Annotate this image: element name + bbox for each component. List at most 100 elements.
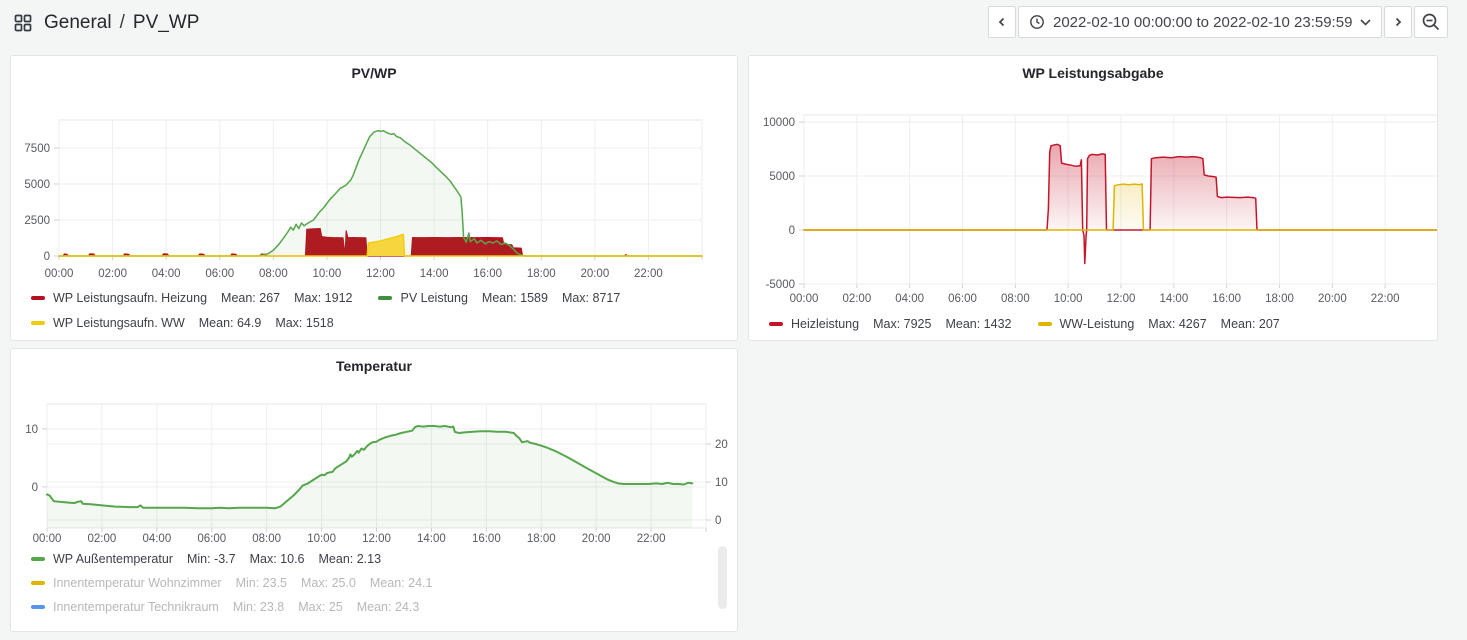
axis-tick-label: 20:00 xyxy=(1318,293,1347,305)
axis-tick-label: 22:00 xyxy=(634,268,663,280)
legend-item-pv-leistung[interactable]: PV Leistung Mean: 1589 Max: 8717 xyxy=(378,285,620,310)
legend-swatch xyxy=(31,581,45,585)
panel-pv-wp: PV/WP 00:00 02:00 04:00 06:00 08:00 10:00 12:0… xyxy=(10,55,738,341)
axis-tick-label: 0 xyxy=(789,225,795,237)
series-area-wp-leistungsaufn-ww xyxy=(59,234,702,256)
axis-tick-label: 04:00 xyxy=(152,268,181,280)
axis-tick-label: 02:00 xyxy=(842,293,871,305)
series-area-wp-au-entemperatur xyxy=(47,426,693,528)
legend-item-heizleistung[interactable]: Heizleistung Max: 7925 Mean: 1432 xyxy=(769,311,1012,336)
legend-stat: Mean: 1432 xyxy=(945,316,1012,331)
wp-leistungsabgabe-legend: Heizleistung Max: 7925 Mean: 1432 WW-Leistu… xyxy=(749,311,1433,336)
time-range-picker[interactable]: 2022-02-10 00:00:00 to 2022-02-10 23:59:… xyxy=(1018,6,1383,38)
legend-stat: Mean: 207 xyxy=(1220,316,1280,331)
axis-tick-label: 20 xyxy=(715,439,728,451)
axis-tick-label: 08:00 xyxy=(252,533,281,545)
axis-tick-label: 06:00 xyxy=(205,268,234,280)
legend-item-wp-leistungsaufn-heizung[interactable]: WP Leistungsaufn. Heizung Mean: 267 Max: 1… xyxy=(31,285,352,310)
legend-stat: Mean: 64.9 xyxy=(198,315,262,330)
legend-swatch xyxy=(378,295,393,300)
axis-tick-label: 12:00 xyxy=(366,268,395,280)
panel-title[interactable]: Temperatur xyxy=(336,358,412,374)
legend-stat: Max: 10.6 xyxy=(249,552,305,566)
axis-tick-label: 20:00 xyxy=(580,268,609,280)
legend-stat: Max: 25 xyxy=(298,600,343,614)
axis-tick-label: -5000 xyxy=(766,279,795,291)
axis-tick-label: 14:00 xyxy=(420,268,449,280)
legend-series-name: WW-Leistung xyxy=(1059,316,1135,331)
axis-tick-label: 08:00 xyxy=(1001,293,1030,305)
axis-tick-label: 02:00 xyxy=(98,268,127,280)
legend-swatch xyxy=(769,321,783,326)
legend-item-wp-leistungsaufn-ww[interactable]: WP Leistungsaufn. WW Mean: 64.9 Max: 1518 xyxy=(31,310,334,335)
axis-tick-label: 0 xyxy=(44,251,50,263)
legend-scrollbar-thumb[interactable] xyxy=(718,546,727,609)
legend-swatch xyxy=(31,295,45,300)
series-line-pv-leistung xyxy=(58,129,703,257)
axis-tick-label: 02:00 xyxy=(88,533,117,545)
chevron-right-icon xyxy=(1396,17,1402,27)
panel-temperatur: Temperatur 00:00 02:00 04:00 06:00 08:00 10:0… xyxy=(10,348,738,632)
legend-series-name: WP Leistungsaufn. WW xyxy=(53,315,185,330)
chevron-left-icon xyxy=(998,17,1005,27)
axis-tick-label: 10000 xyxy=(763,117,795,129)
legend-stat: Min: -3.7 xyxy=(186,552,236,566)
axis-tick-label: 16:00 xyxy=(472,533,501,545)
axis-tick-label: 10 xyxy=(715,477,728,489)
axis-tick-label: 08:00 xyxy=(259,268,288,280)
panel-wp-leistungsabgabe: WP Leistungsabgabe 00:00 02:00 04:00 06:00 0… xyxy=(748,55,1438,341)
clock-icon xyxy=(1030,15,1044,29)
axis-tick-label: 18:00 xyxy=(527,533,556,545)
legend-stat: Max: 8717 xyxy=(561,290,621,305)
axis-tick-label: 14:00 xyxy=(1159,293,1188,305)
series-area-pv-leistung xyxy=(59,130,702,256)
legend-series-name: PV Leistung xyxy=(400,290,468,305)
axis-tick-label: 12:00 xyxy=(362,533,391,545)
breadcrumb: General / PV_WP xyxy=(14,0,199,46)
temperatur-chart[interactable]: 00:00 02:00 04:00 06:00 08:00 10:00 12:00 14:00… xyxy=(11,349,737,546)
series-area-ww-leistung xyxy=(804,183,1437,231)
wp-leistungsabgabe-chart[interactable]: 00:00 02:00 04:00 06:00 08:00 10:00 12:00 14:00… xyxy=(749,56,1437,308)
axis-tick-label: 20:00 xyxy=(582,533,611,545)
legend-item-innentemperatur-technikraum[interactable]: Innentemperatur Technikraum Min: 23.8 Max:… xyxy=(31,595,707,619)
series-line-wp-au-entemperatur xyxy=(46,425,694,510)
panel-title[interactable]: PV/WP xyxy=(351,65,397,81)
axis-tick-label: 10:00 xyxy=(1054,293,1083,305)
magnifier-minus-icon xyxy=(1423,13,1440,31)
axis-tick-label: 10:00 xyxy=(307,533,336,545)
legend-item-ww-leistung[interactable]: WW-Leistung Max: 4267 Mean: 207 xyxy=(1037,311,1280,336)
series-line-heizleistung xyxy=(803,143,1437,265)
legend-item-wp-au-entemperatur[interactable]: WP Außentemperatur Min: -3.7 Max: 10.6 Mean… xyxy=(31,547,707,571)
legend-stat: Min: 23.5 xyxy=(235,576,288,590)
legend-stat: Mean: 24.3 xyxy=(356,600,420,614)
axis-tick-label: 00:00 xyxy=(33,533,62,545)
series-line-wp-leistungsaufn-heizung xyxy=(58,228,703,257)
axis-tick-label: 5000 xyxy=(24,179,50,191)
legend-stat: Max: 1518 xyxy=(275,315,334,330)
pv-wp-chart[interactable]: 00:00 02:00 04:00 06:00 08:00 10:00 12:00 14:00… xyxy=(11,56,737,306)
legend-item-innentemperatur-wohnzimmer[interactable]: Innentemperatur Wohnzimmer Min: 23.5 Max: … xyxy=(31,571,707,595)
legend-series-name: Innentemperatur Technikraum xyxy=(53,600,219,614)
breadcrumb-folder[interactable]: General xyxy=(44,12,112,33)
time-controls: 2022-02-10 00:00:00 to 2022-02-10 23:59:… xyxy=(988,6,1449,38)
panel-title[interactable]: WP Leistungsabgabe xyxy=(1022,65,1164,81)
legend-swatch xyxy=(1037,321,1052,326)
axis-tick-label: 10 xyxy=(25,424,38,436)
legend-stat: Max: 25.0 xyxy=(301,576,356,590)
zoom-out-button[interactable] xyxy=(1414,6,1449,38)
axis-tick-label: 16:00 xyxy=(473,268,502,280)
dashboards-grid-icon[interactable] xyxy=(14,14,32,32)
legend-series-name: Heizleistung xyxy=(791,316,860,331)
breadcrumb-dashboard[interactable]: PV_WP xyxy=(132,12,200,33)
series-line-ww-leistung xyxy=(803,183,1437,231)
axis-tick-label: 10:00 xyxy=(313,268,342,280)
axis-tick-label: 7500 xyxy=(24,143,50,155)
legend-swatch xyxy=(31,605,45,609)
axis-tick-label: 00:00 xyxy=(790,293,819,305)
time-shift-back-button[interactable] xyxy=(988,6,1016,38)
legend-stat: Max: 7925 xyxy=(873,316,932,331)
legend-series-name: WP Leistungsaufn. Heizung xyxy=(53,290,208,305)
legend-stat: Mean: 24.1 xyxy=(369,576,433,590)
time-shift-forward-button[interactable] xyxy=(1384,6,1413,38)
